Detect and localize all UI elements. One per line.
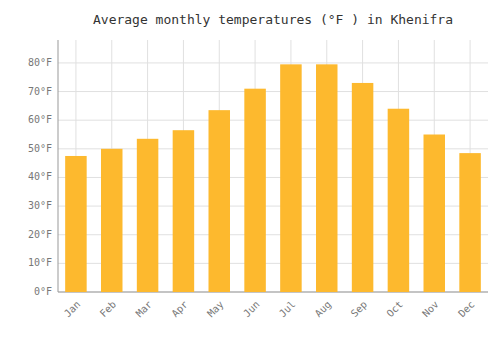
x-tick-label: Jul bbox=[277, 299, 298, 320]
x-tick-label: Apr bbox=[169, 299, 190, 320]
y-grid-line bbox=[58, 62, 488, 63]
bar bbox=[244, 89, 265, 292]
x-tick-label: Dec bbox=[456, 299, 477, 320]
x-tick-label: Aug bbox=[313, 299, 334, 320]
bar bbox=[352, 83, 374, 292]
x-tick-label: Nov bbox=[420, 299, 441, 320]
chart: Average monthly temperatures (°F ) in Kh… bbox=[0, 0, 500, 350]
y-tick-label: 30°F bbox=[28, 200, 52, 211]
y-tick-label: 80°F bbox=[28, 57, 52, 68]
y-tick-label: 10°F bbox=[28, 257, 52, 268]
bar bbox=[137, 139, 159, 292]
x-tick-label: May bbox=[205, 299, 226, 320]
y-tick-label: 40°F bbox=[28, 171, 52, 182]
page: {"chart_data": {"type": "bar", "title": … bbox=[0, 0, 500, 350]
x-tick-label: Jan bbox=[62, 299, 83, 320]
y-tick-labels: 0°F 10°F 20°F 30°F 40°F 50°F 60°F 70°F 80°F bbox=[28, 57, 52, 297]
title: Average monthly temperatures (°F ) in Kh… bbox=[93, 12, 453, 27]
x-tick-label: Jun bbox=[241, 299, 262, 320]
x-tick-label: Oct bbox=[384, 299, 405, 320]
x-tick-labels: Jan Feb Mar Apr May Jun Jul Aug Sep Oct Nov Dec bbox=[62, 299, 477, 320]
y-grid-line bbox=[58, 91, 488, 92]
x-tick-label: Mar bbox=[134, 299, 155, 320]
bar bbox=[65, 156, 87, 292]
y-axis-line bbox=[58, 40, 59, 292]
x-tick-label: Sep bbox=[349, 299, 370, 320]
bar bbox=[101, 149, 123, 292]
bars bbox=[65, 64, 481, 292]
bar bbox=[209, 110, 231, 292]
bar bbox=[316, 64, 338, 292]
bar bbox=[173, 130, 195, 292]
y-tick-label: 20°F bbox=[28, 229, 52, 240]
bar bbox=[459, 153, 481, 292]
bar bbox=[388, 109, 410, 292]
bar bbox=[424, 135, 446, 293]
bar bbox=[280, 64, 302, 292]
grid bbox=[58, 40, 488, 292]
y-grid-line bbox=[58, 120, 488, 121]
y-tick-label: 60°F bbox=[28, 114, 52, 125]
y-tick-label: 0°F bbox=[34, 286, 52, 297]
y-tick-label: 50°F bbox=[28, 143, 52, 154]
x-tick-label: Feb bbox=[98, 299, 119, 320]
y-tick-label: 70°F bbox=[28, 86, 52, 97]
